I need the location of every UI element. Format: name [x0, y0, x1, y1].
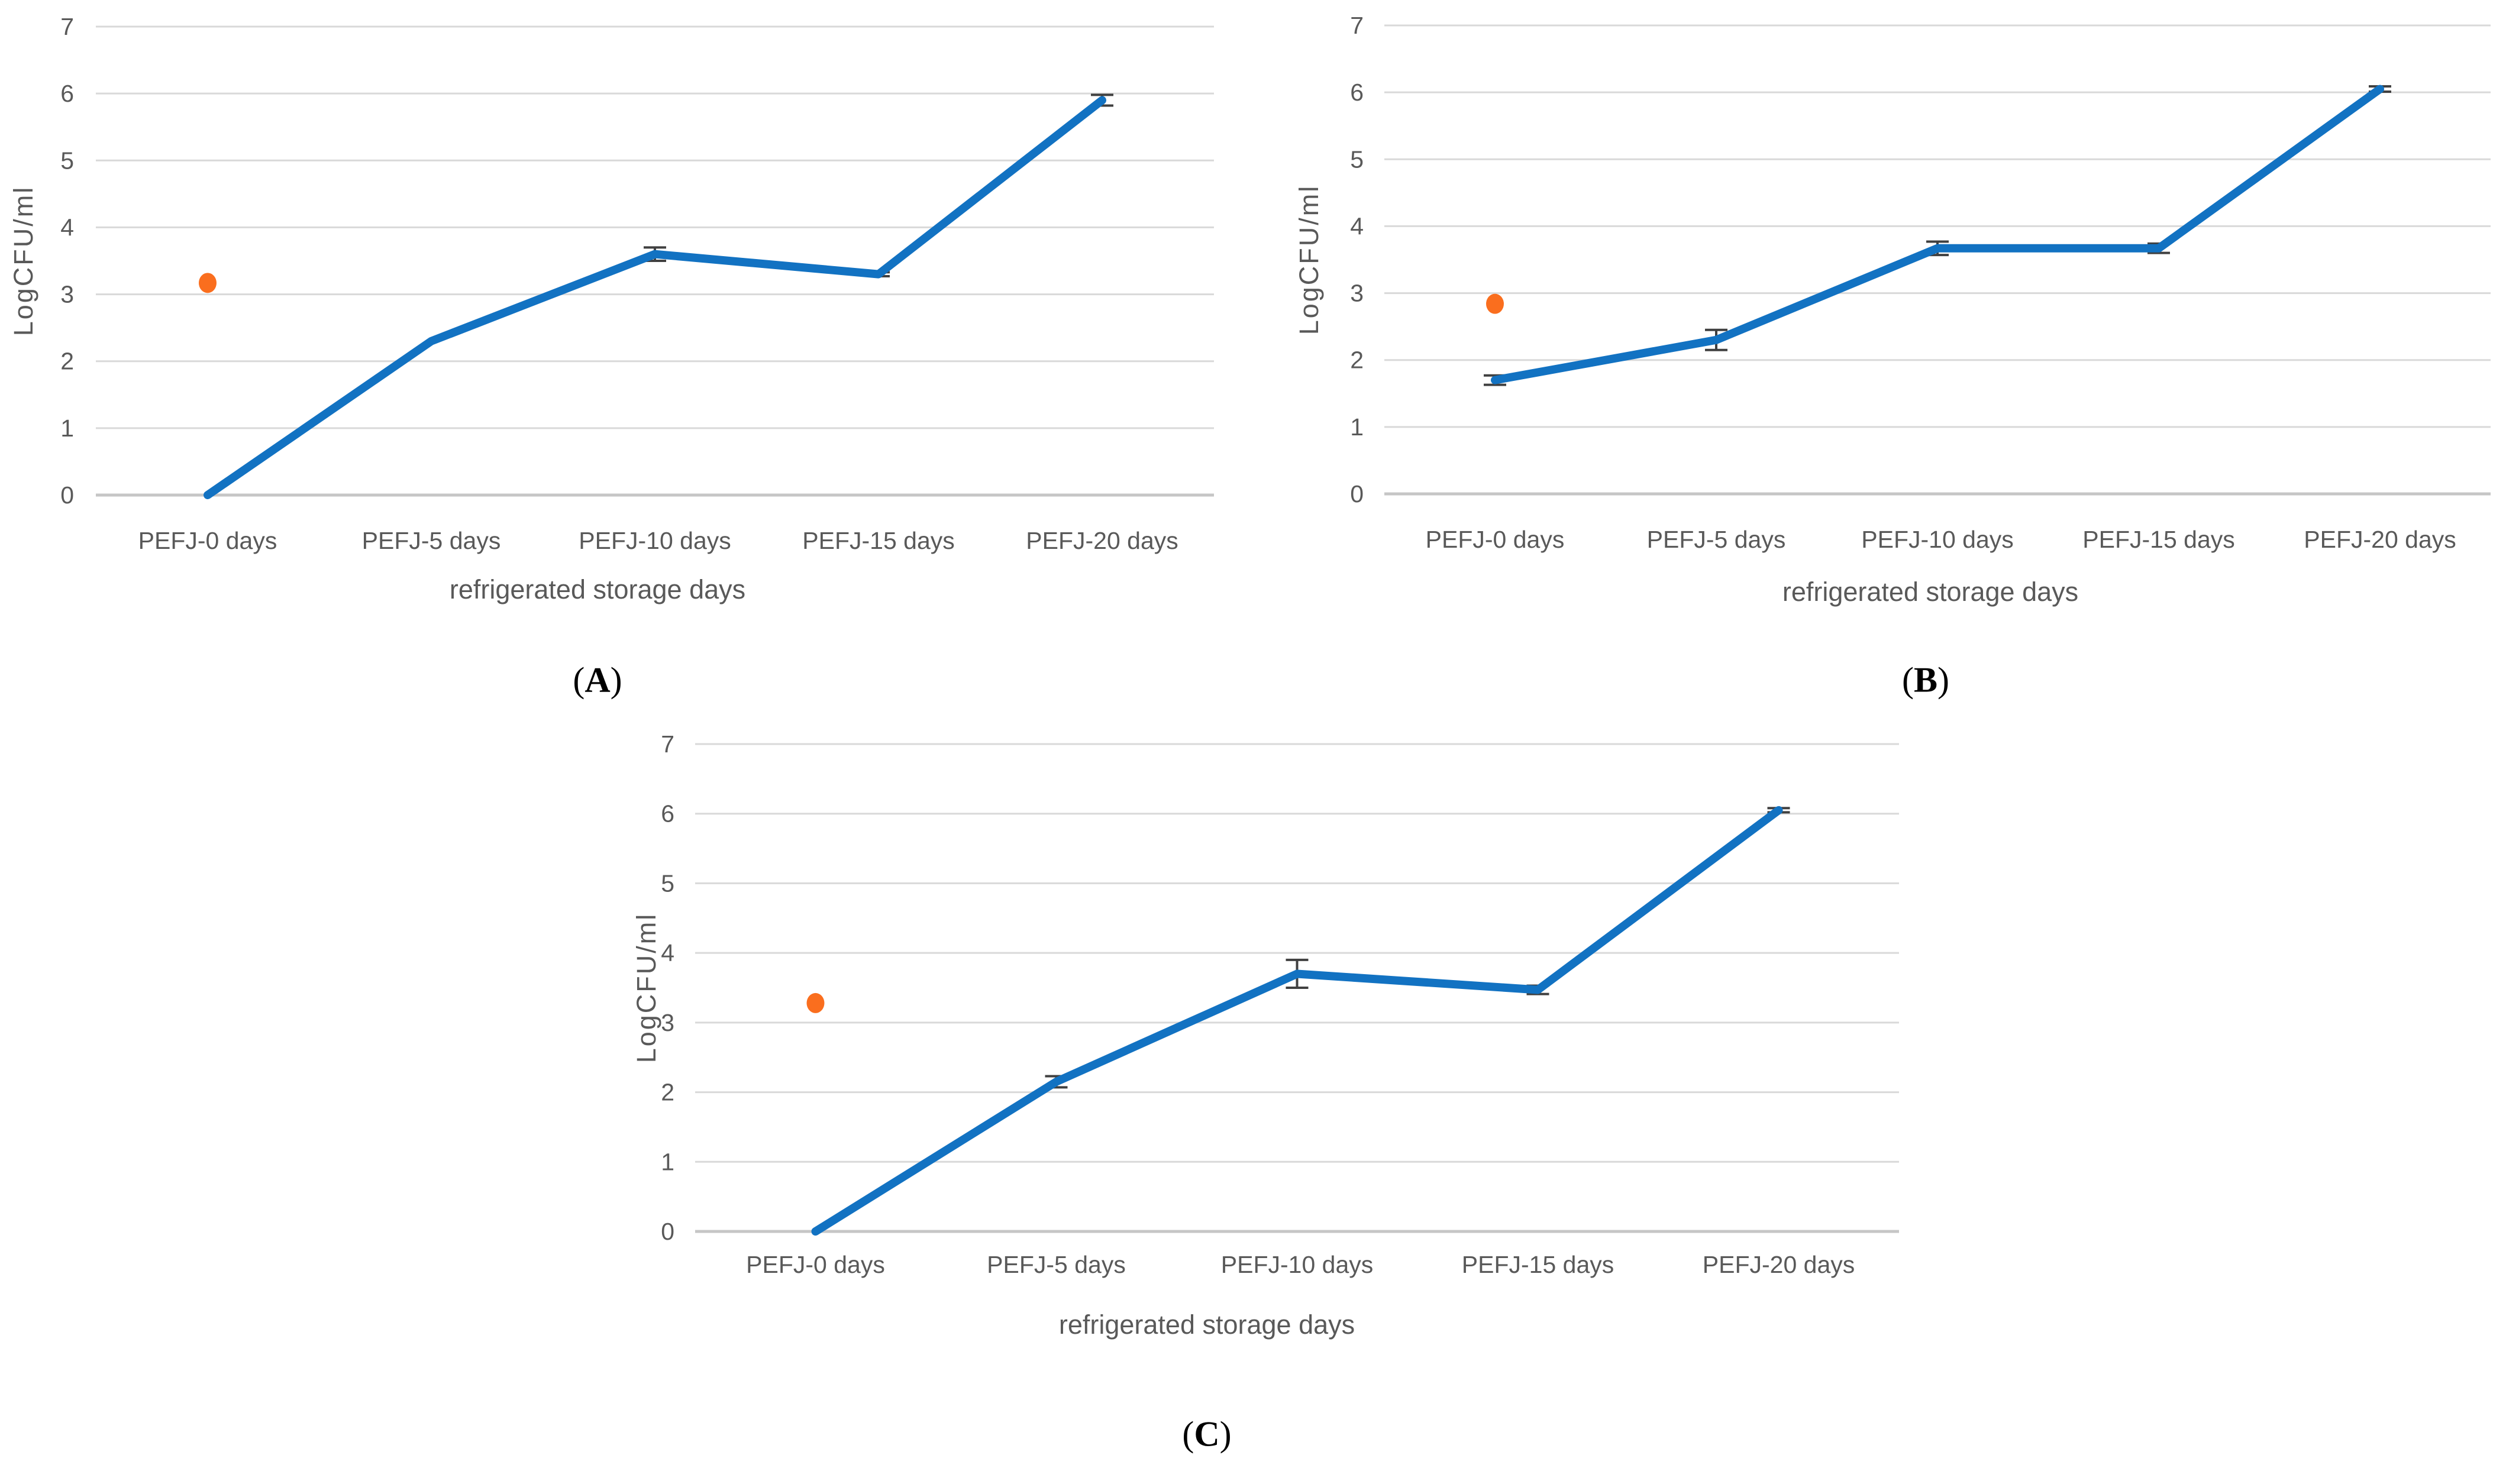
y-axis-title: LogCFU/ml	[631, 913, 661, 1063]
y-tick-label: 7	[60, 13, 74, 40]
series-line-blue-line	[811, 806, 1783, 1236]
x-category-label: PEFJ-5 days	[362, 527, 501, 554]
y-tick-label: 1	[1350, 413, 1364, 441]
y-tick-label: 2	[1350, 347, 1364, 374]
y-tick-label: 5	[1350, 146, 1364, 173]
series-line-blue-line	[1491, 85, 2384, 384]
chart-b-plot: 0 1 2 3 4 5 6 7 PEFJ-0 days PEFJ-5 days PEFJ-10 da…	[1294, 12, 2491, 607]
panel-b-letter: B	[1913, 660, 1938, 700]
y-tick-label: 6	[661, 800, 674, 827]
chart-a-plot: 0 1 2 3 4 5 6 7 PEFJ-0 days PEFJ-5 days PEFJ-10 da…	[8, 13, 1214, 604]
x-axis-title: refrigerated storage days	[450, 574, 745, 604]
y-tick-label: 3	[1350, 280, 1364, 307]
y-tick-label: 5	[60, 147, 74, 174]
y-tick-label: 4	[60, 214, 74, 241]
y-tick-label: 6	[60, 80, 74, 107]
y-tick-label: 0	[60, 481, 74, 509]
y-tick-label: 4	[1350, 212, 1364, 240]
reference-orange-dot	[806, 992, 825, 1013]
x-axis-title: refrigerated storage days	[1059, 1310, 1355, 1340]
panel-b-label: (B)	[1902, 660, 1949, 701]
chart-panel-b: 0 1 2 3 4 5 6 7 PEFJ-0 days PEFJ-5 days PEFJ-10 da…	[1272, 0, 2506, 728]
panel-c-label: (C)	[1182, 1414, 1231, 1455]
x-category-label: PEFJ-10 days	[1221, 1251, 1374, 1278]
x-category-label: PEFJ-0 days	[1426, 526, 1565, 553]
x-category-label: PEFJ-20 days	[1703, 1251, 1855, 1278]
panel-a-paren-close: )	[610, 660, 622, 700]
y-tick-label: 2	[661, 1079, 674, 1106]
y-tick-label: 1	[60, 415, 74, 442]
x-category-label: PEFJ-5 days	[1647, 526, 1786, 553]
y-tick-label: 0	[1350, 480, 1364, 507]
x-category-label: PEFJ-15 days	[802, 527, 955, 554]
y-tick-label: 5	[661, 869, 674, 897]
y-axis-title: LogCFU/ml	[8, 186, 38, 337]
x-category-label: PEFJ-10 days	[579, 527, 731, 554]
x-category-label: PEFJ-0 days	[138, 527, 277, 554]
x-category-label: PEFJ-10 days	[1861, 526, 2014, 553]
panel-c-paren-open: (	[1182, 1414, 1194, 1454]
panel-a-label: (A)	[573, 660, 622, 701]
chart-panel-a: 0 1 2 3 4 5 6 7 PEFJ-0 days PEFJ-5 days PEFJ-10 da…	[0, 0, 1248, 728]
reference-orange-dot	[199, 273, 217, 293]
y-tick-label: 6	[1350, 79, 1364, 106]
panel-c-letter: C	[1194, 1414, 1220, 1454]
y-tick-label: 3	[60, 281, 74, 308]
y-tick-label: 0	[661, 1218, 674, 1245]
y-tick-label: 4	[661, 939, 674, 966]
x-category-label: PEFJ-20 days	[1026, 527, 1178, 554]
x-axis-title: refrigerated storage days	[1782, 577, 2078, 607]
chart-panel-c: 0 1 2 3 4 5 6 7 PEFJ-0 days PEFJ-5 days PEFJ-10 da…	[592, 698, 2011, 1484]
x-category-label: PEFJ-20 days	[2304, 526, 2456, 553]
y-tick-label: 3	[661, 1009, 674, 1036]
y-axis-title: LogCFU/ml	[1294, 185, 1324, 335]
chart-c-plot: 0 1 2 3 4 5 6 7 PEFJ-0 days PEFJ-5 days PEFJ-10 da…	[631, 730, 1899, 1340]
panel-b-paren-open: (	[1902, 660, 1914, 700]
y-tick-label: 7	[661, 730, 674, 758]
x-category-label: PEFJ-15 days	[2082, 526, 2235, 553]
x-category-label: PEFJ-0 days	[746, 1251, 885, 1278]
y-tick-label: 2	[60, 348, 74, 375]
panel-b-paren-close: )	[1937, 660, 1949, 700]
reference-orange-dot	[1486, 293, 1504, 314]
series-line-blue-line	[204, 96, 1106, 499]
y-tick-label: 1	[661, 1148, 674, 1175]
panel-c-paren-close: )	[1219, 1414, 1232, 1454]
y-tick-label: 7	[1350, 12, 1364, 39]
x-category-label: PEFJ-15 days	[1462, 1251, 1614, 1278]
x-category-label: PEFJ-5 days	[987, 1251, 1126, 1278]
panel-a-letter: A	[584, 660, 611, 700]
panel-a-paren-open: (	[573, 660, 585, 700]
